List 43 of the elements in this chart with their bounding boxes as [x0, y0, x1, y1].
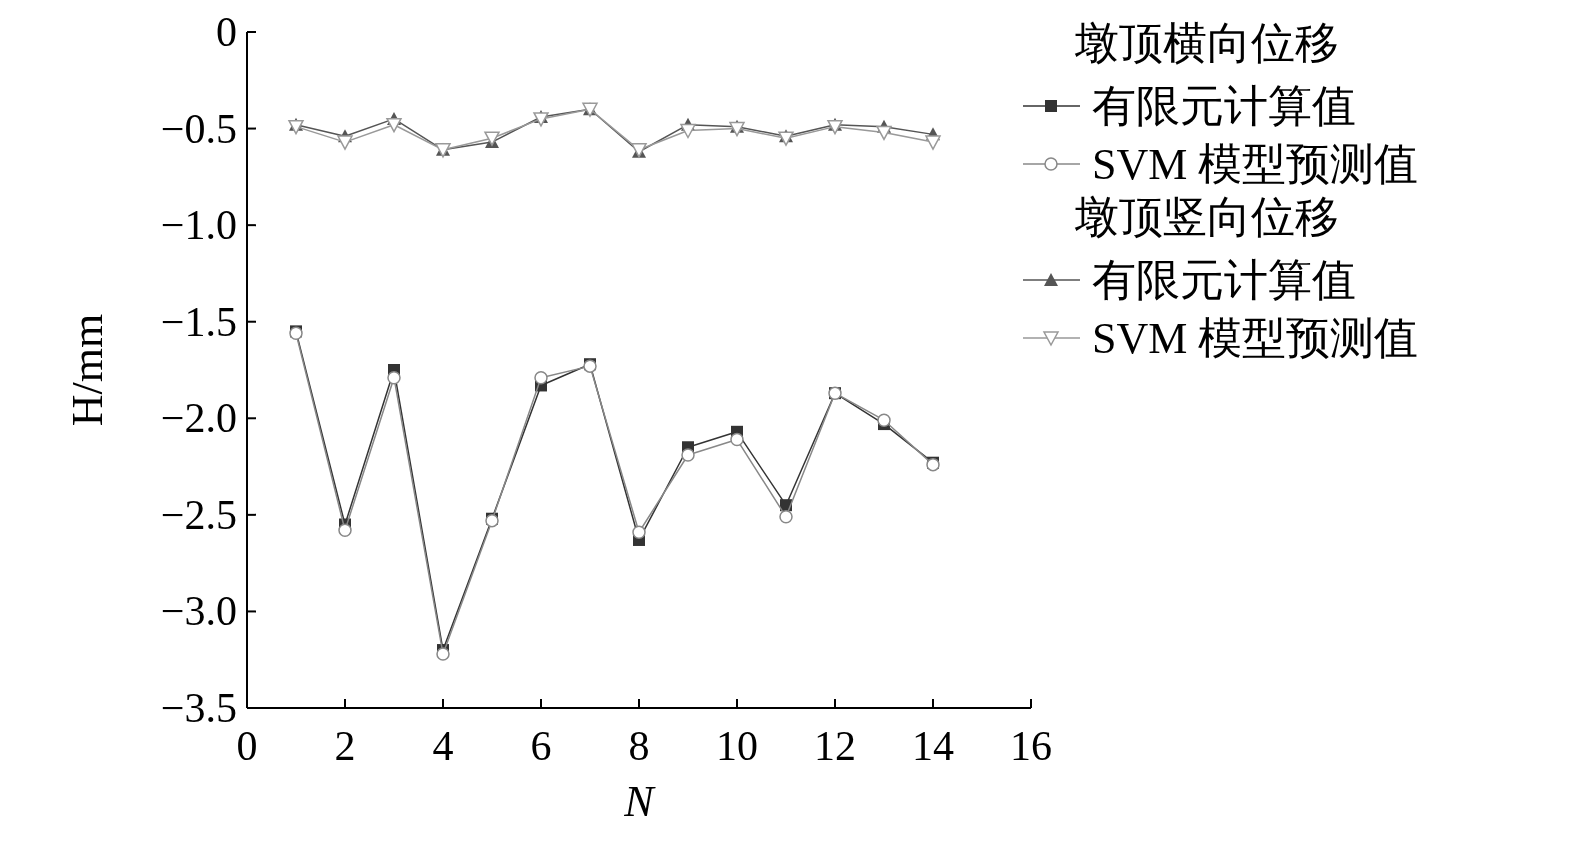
point [876, 125, 892, 141]
x-tick-label: 10 [716, 723, 758, 769]
legend-label: SVM 模型预测值 [1092, 140, 1419, 189]
x-tick-label: 12 [814, 723, 856, 769]
y-tick-label: −0.5 [160, 105, 237, 152]
point [436, 647, 450, 661]
point [534, 370, 548, 385]
point [877, 413, 891, 427]
point [386, 117, 402, 133]
text: 墩顶竖向位移 [1074, 193, 1339, 242]
x-tick-label: 14 [912, 723, 954, 769]
point [779, 510, 793, 524]
point [681, 448, 695, 462]
legend-label: 有限元计算值 [1092, 82, 1356, 131]
x-tick-label: 4 [432, 723, 454, 769]
point [337, 135, 353, 150]
y-tick-label: −1.0 [160, 202, 237, 249]
x-axis-title: N [623, 777, 657, 826]
point [484, 131, 500, 146]
x-tick-label: 2 [334, 723, 356, 769]
y-tick-label: −2.0 [160, 395, 237, 442]
point [827, 119, 843, 135]
point [925, 135, 941, 150]
y-tick-label: −2.5 [160, 491, 237, 538]
point [729, 121, 745, 137]
point [338, 523, 352, 538]
point [632, 525, 646, 539]
point [288, 119, 304, 135]
y-tick-label: −3.0 [160, 588, 237, 635]
point [533, 112, 549, 127]
point [680, 123, 696, 139]
legend-label: SVM 模型预测值 [1092, 314, 1419, 363]
point [730, 432, 744, 447]
y-tick-label: 0 [216, 9, 237, 55]
y-tick-label: −1.5 [160, 298, 237, 345]
text: 墩顶横向位移 [1074, 19, 1339, 68]
y-axis-title: H/mm [63, 313, 112, 427]
x-tick-label: 6 [530, 723, 552, 769]
x-tick-label: 8 [628, 723, 650, 769]
point [387, 370, 401, 385]
legend-label: 有限元计算值 [1092, 256, 1356, 305]
x-tick-label: 16 [1010, 723, 1052, 769]
y-tick-label: −3.5 [160, 685, 237, 731]
